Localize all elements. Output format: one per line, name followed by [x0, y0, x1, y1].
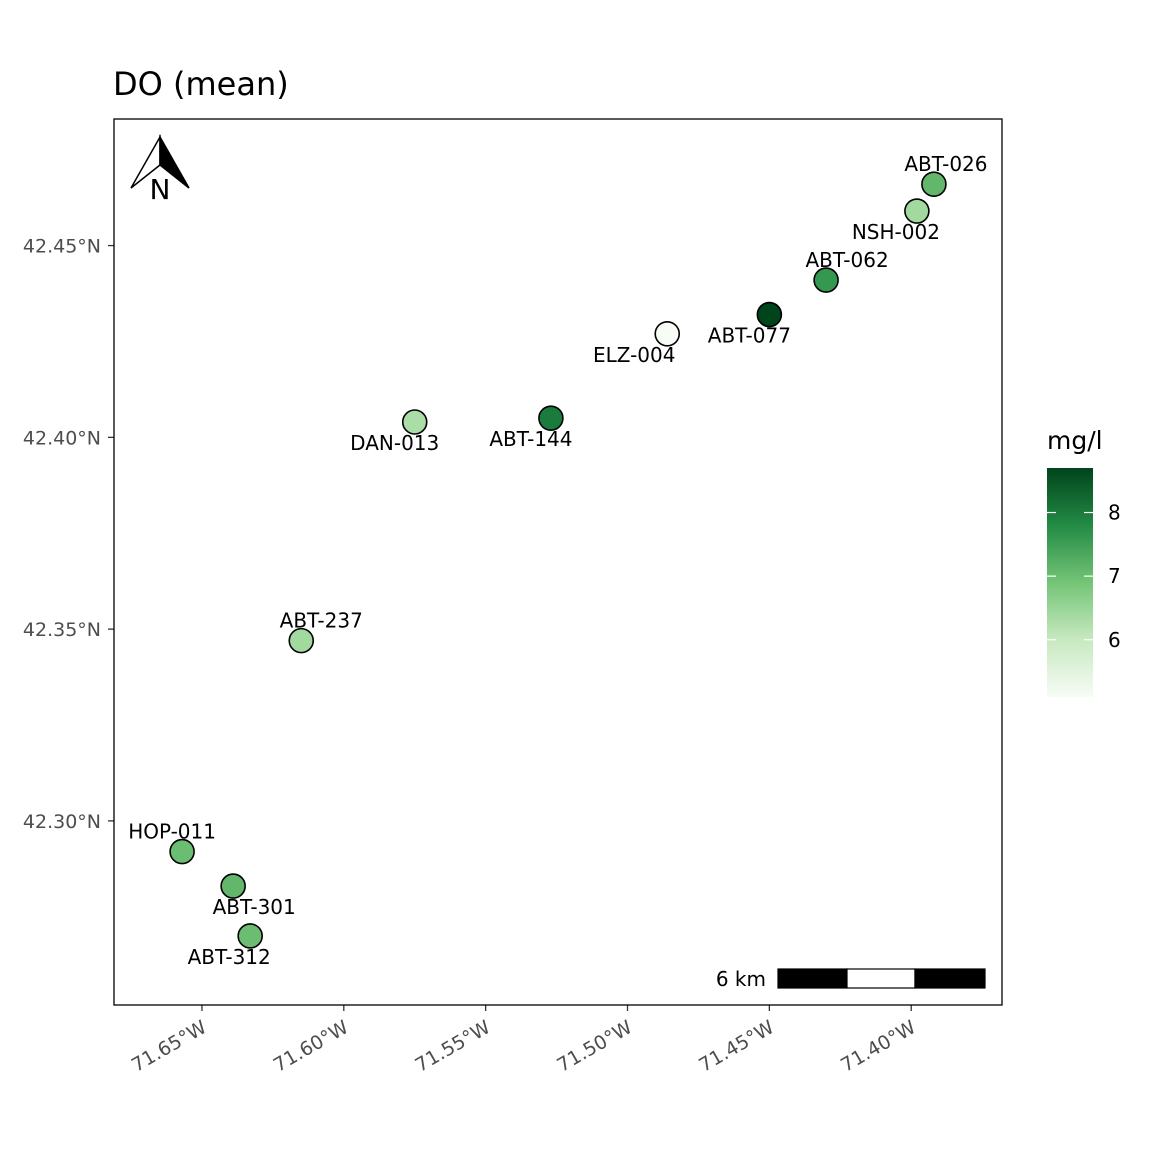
site-label-abt-312: ABT-312 — [188, 945, 271, 969]
north-arrow-right-half — [159, 134, 190, 189]
site-marker-abt-237[interactable] — [288, 627, 315, 654]
y-tick-label: 42.40°N — [23, 427, 101, 449]
x-tick-label: 71.60°W — [270, 1016, 353, 1076]
scale-bar-segment-2 — [846, 968, 916, 989]
scale-bar-segment-3 — [914, 968, 986, 989]
scale-bar-label: 6 km — [716, 967, 766, 991]
legend-ticks: 6 7 8 — [1047, 501, 1121, 652]
site-label-abt-237: ABT-237 — [280, 609, 363, 633]
x-tick-label: 71.55°W — [412, 1016, 495, 1076]
site-label-hop-011: HOP-011 — [128, 820, 216, 844]
legend-title: mg/l — [1047, 426, 1103, 455]
site-label-elz-004: ELZ-004 — [593, 343, 676, 367]
site-label-abt-301: ABT-301 — [213, 895, 296, 919]
site-markers — [169, 171, 947, 949]
y-tick-label: 42.45°N — [23, 236, 101, 258]
site-marker-hop-011[interactable] — [169, 838, 195, 865]
north-arrow-icon: N — [130, 134, 190, 206]
x-tick-label: 71.50°W — [553, 1016, 636, 1076]
site-marker-abt-026[interactable] — [921, 171, 947, 198]
x-tick-label: 71.65°W — [128, 1016, 211, 1076]
site-label-abt-144: ABT-144 — [489, 427, 572, 451]
north-letter: N — [150, 173, 171, 206]
site-marker-abt-144[interactable] — [538, 405, 564, 431]
legend-tick-label: 7 — [1108, 564, 1121, 588]
site-marker-dan-013[interactable] — [401, 409, 428, 435]
site-label-dan-013: DAN-013 — [350, 431, 439, 455]
site-marker-abt-077[interactable] — [756, 301, 783, 328]
y-axis: 42.30°N 42.35°N 42.40°N 42.45°N — [23, 236, 114, 833]
site-marker-abt-312[interactable] — [237, 923, 263, 949]
scale-bar-segment-1 — [777, 968, 848, 989]
site-labels: ABT-026 NSH-002 ABT-062 ABT-077 ELZ-004 ABT-1… — [128, 152, 987, 969]
x-axis: 71.65°W 71.60°W 71.55°W 71.50°W 71.45°W 71.40… — [128, 1005, 920, 1077]
site-marker-abt-062[interactable] — [813, 267, 839, 293]
scale-bar: 6 km — [716, 967, 986, 991]
legend-colorbar — [1047, 468, 1093, 697]
site-marker-nsh-002[interactable] — [904, 198, 930, 224]
legend-tick-label: 8 — [1108, 501, 1121, 525]
y-tick-label: 42.35°N — [23, 619, 101, 641]
x-tick-label: 71.40°W — [837, 1016, 920, 1076]
legend-tick-label: 6 — [1108, 628, 1121, 652]
site-label-nsh-002: NSH-002 — [852, 220, 940, 244]
map-panel — [113, 118, 1003, 1006]
site-label-abt-062: ABT-062 — [806, 248, 889, 272]
site-label-abt-026: ABT-026 — [904, 152, 987, 176]
color-legend: mg/l 6 7 8 — [1047, 426, 1121, 697]
y-tick-label: 42.30°N — [23, 811, 101, 833]
site-marker-elz-004[interactable] — [654, 320, 681, 347]
map-title: DO (mean) — [113, 65, 289, 103]
x-tick-label: 71.45°W — [695, 1016, 778, 1076]
site-marker-abt-301[interactable] — [220, 873, 246, 899]
site-label-abt-077: ABT-077 — [708, 324, 791, 348]
